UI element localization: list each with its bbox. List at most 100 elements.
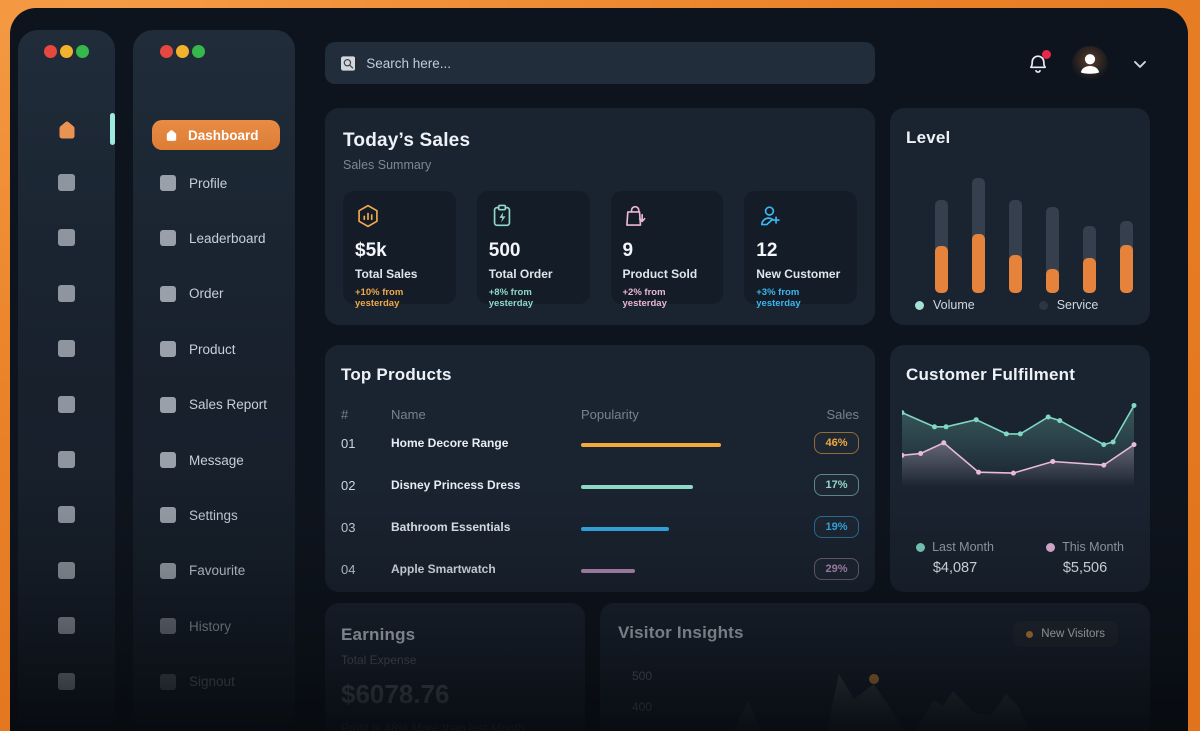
service-bar — [1083, 258, 1096, 293]
stats-row: $5k Total Sales +10% from yesterday 500 Tota… — [343, 191, 857, 309]
rail-item-icon[interactable] — [58, 561, 75, 579]
rail-item-icon[interactable] — [58, 340, 75, 358]
popularity-bar — [581, 443, 721, 447]
zoom-button[interactable] — [192, 45, 205, 58]
sidebar-item-history[interactable]: History — [160, 615, 231, 637]
new-visitors-badge: New Visitors — [1013, 621, 1118, 647]
order-icon — [489, 203, 578, 229]
menu-item-icon — [160, 230, 176, 247]
card-title: Top Products — [341, 365, 452, 384]
sales-badge: 46% — [814, 432, 859, 454]
col-sales: Sales — [826, 407, 859, 422]
customer-icon — [756, 203, 845, 229]
minimize-button[interactable] — [176, 45, 189, 58]
card-title: Customer Fulfilment — [906, 365, 1076, 384]
menu-item-icon — [160, 673, 176, 690]
rail-item-icon[interactable] — [58, 451, 75, 468]
data-point — [1101, 462, 1107, 468]
stat-label: Total Sales — [355, 267, 418, 281]
sales-icon — [355, 203, 444, 229]
menu-item-label: Signout — [189, 674, 235, 690]
level-bar-group — [972, 173, 985, 293]
menu-item-label: Message — [189, 452, 244, 468]
col-popularity: Popularity — [581, 407, 639, 422]
notification-dot — [1042, 50, 1051, 59]
card-title: Today’s Sales — [343, 130, 471, 151]
data-point — [1101, 442, 1107, 448]
close-button[interactable] — [160, 45, 173, 58]
this-month-value: $5,506 — [1062, 560, 1108, 576]
stat-label: Total Order — [488, 267, 553, 281]
active-indicator — [110, 113, 115, 145]
rail-item-icon[interactable] — [58, 229, 75, 247]
product-name: Disney Princess Dress — [391, 478, 521, 492]
service-legend-label: Service — [1056, 298, 1099, 312]
sidebar-item-product[interactable]: Product — [160, 338, 236, 360]
service-bar — [935, 246, 948, 293]
customer-fulfilment-card: Customer Fulfilment Last Month $4,087 Th… — [890, 345, 1150, 592]
close-button[interactable] — [44, 45, 57, 58]
stat-delta: +3% from yesterday — [756, 287, 801, 309]
menu-item-label: Favourite — [189, 563, 246, 579]
rail-traffic-lights — [44, 45, 89, 58]
this-month-dot — [1046, 542, 1056, 552]
col-name: Name — [391, 407, 426, 422]
popularity-track — [581, 434, 793, 452]
menu-item-icon — [160, 285, 176, 302]
data-point — [932, 424, 937, 430]
rail-item-icon[interactable] — [58, 395, 75, 413]
rail-item-icon[interactable] — [58, 284, 75, 302]
service-bar — [1120, 245, 1133, 293]
earnings-card: Earnings Total Expense $6078.76 Profit i… — [325, 603, 585, 731]
stat-value: 500 — [488, 240, 521, 261]
zoom-button[interactable] — [76, 45, 89, 58]
this-month-line — [902, 441, 1135, 474]
data-point — [902, 410, 905, 416]
product-name: Bathroom Essentials — [391, 520, 511, 534]
stat-value: $5k — [355, 240, 387, 261]
menu-item-label: Product — [189, 341, 236, 357]
sidebar-item-settings[interactable]: Settings — [160, 504, 238, 526]
sales-badge: 17% — [814, 474, 859, 496]
level-bar-group — [1009, 173, 1022, 293]
card-title: Earnings — [341, 625, 416, 644]
card-title: Level — [906, 128, 951, 147]
stat-value: 9 — [622, 240, 634, 261]
avatar[interactable] — [1072, 46, 1108, 82]
topbar-actions — [1026, 46, 1150, 82]
sidebar-item-leaderboard[interactable]: Leaderboard — [160, 227, 266, 249]
menu-item-icon — [160, 618, 176, 635]
sidebar-item-label: Dashboard — [188, 127, 259, 143]
data-point — [918, 451, 924, 456]
minimize-button[interactable] — [60, 45, 73, 58]
visitor-insights-card: Visitor Insights New Visitors 500 400 — [600, 603, 1150, 731]
rail-item-icon[interactable] — [58, 506, 75, 524]
data-point — [1131, 442, 1137, 448]
bell-icon[interactable] — [1026, 50, 1051, 76]
menu-item-label: Profile — [189, 175, 228, 191]
home-icon[interactable] — [55, 118, 79, 142]
menu-item-icon — [160, 507, 176, 524]
table-body: 01 Home Decore Range 46% 02 Disney Princess … — [341, 422, 859, 590]
popularity-track — [581, 560, 793, 578]
menu-item-label: Sales Report — [189, 397, 268, 413]
rail-item-icon[interactable] — [58, 617, 75, 635]
menu-item-label: History — [189, 618, 232, 634]
sidebar-item-dashboard[interactable]: Dashboard — [152, 120, 280, 150]
sidebar-item-favourite[interactable]: Favourite — [160, 560, 245, 582]
rail-item-icon[interactable] — [58, 174, 75, 191]
sidebar-item-order[interactable]: Order — [160, 283, 224, 305]
sidebar-item-sales-report[interactable]: Sales Report — [160, 394, 267, 416]
chevron-down-icon[interactable] — [1130, 54, 1150, 74]
sidebar-item-profile[interactable]: Profile — [160, 172, 227, 194]
rail-item-icon[interactable] — [58, 672, 75, 690]
popularity-bar — [581, 485, 693, 489]
sidebar-item-message[interactable]: Message — [160, 449, 244, 471]
stat-delta: +2% from yesterday — [622, 287, 667, 309]
level-bar-group — [935, 173, 948, 293]
search-input[interactable] — [366, 55, 859, 71]
sidebar-item-signout[interactable]: Signout — [160, 671, 235, 693]
stat-label: Product Sold — [622, 267, 698, 281]
product-name: Home Decore Range — [391, 436, 509, 450]
stat-tile-total-sales: $5k Total Sales +10% from yesterday — [343, 191, 456, 309]
